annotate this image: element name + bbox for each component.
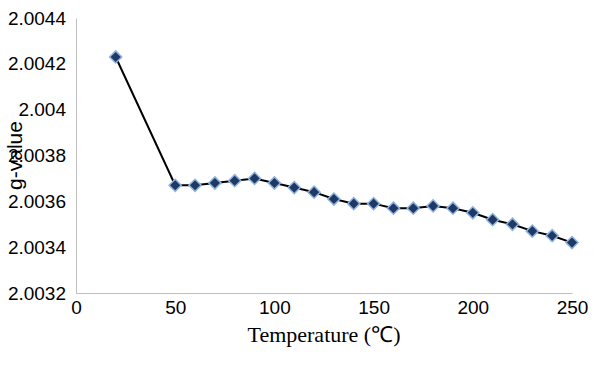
marker [110,51,122,63]
y-tick: 2.0034 [8,237,76,258]
x-tick: 100 [259,293,291,318]
marker [348,198,360,210]
y-tick-label: 2.0032 [8,283,66,304]
marker [248,172,260,184]
x-tick-label: 150 [358,297,390,318]
y-tick: 2.004 [18,99,76,120]
marker [427,200,439,212]
x-axis-line [77,293,573,294]
marker [169,179,181,191]
plot: 0501001502002502.00322.00342.00362.00382… [8,8,588,319]
x-tick: 0 [71,293,82,318]
y-tick-label: 2.0034 [8,237,67,258]
y-axis-title: g-value [3,121,26,190]
x-tick-label: 0 [71,297,82,318]
y-tick-label: 2.0044 [8,8,67,29]
marker [447,202,459,214]
marker [189,179,201,191]
marker [308,186,320,198]
marker [526,225,538,237]
marker [467,207,479,219]
y-tick: 2.0032 [8,283,76,304]
x-axis-title: Temperature (℃) [248,322,401,347]
marker [229,175,241,187]
marker [506,218,518,230]
x-tick: 200 [457,293,489,318]
y-tick: 2.0036 [8,191,76,212]
chart: 0501001502002502.00322.00342.00362.00382… [0,0,600,378]
x-tick-label: 200 [457,297,489,318]
y-tick-label: 2.0036 [8,191,66,212]
marker [328,193,340,205]
y-tick: 2.0044 [8,8,76,29]
x-tick-label: 250 [557,297,589,318]
x-tick: 250 [557,293,589,318]
marker [268,177,280,189]
x-axis: 0 50 100 150 200 250 [71,293,588,318]
marker [367,198,379,210]
x-tick: 50 [165,293,186,318]
marker [566,236,578,248]
y-axis-line [76,19,77,294]
y-tick: 2.0042 [8,53,76,74]
marker [487,214,499,226]
series [110,51,579,249]
marker [288,181,300,193]
marker [546,230,558,242]
x-tick-label: 100 [259,297,291,318]
x-tick-label: 50 [165,297,186,318]
x-tick: 150 [358,293,390,318]
marker [407,202,419,214]
y-tick-label: 2.004 [18,99,66,120]
marker [387,202,399,214]
series-line [116,57,572,243]
y-tick-label: 2.0042 [8,53,66,74]
marker [209,177,221,189]
